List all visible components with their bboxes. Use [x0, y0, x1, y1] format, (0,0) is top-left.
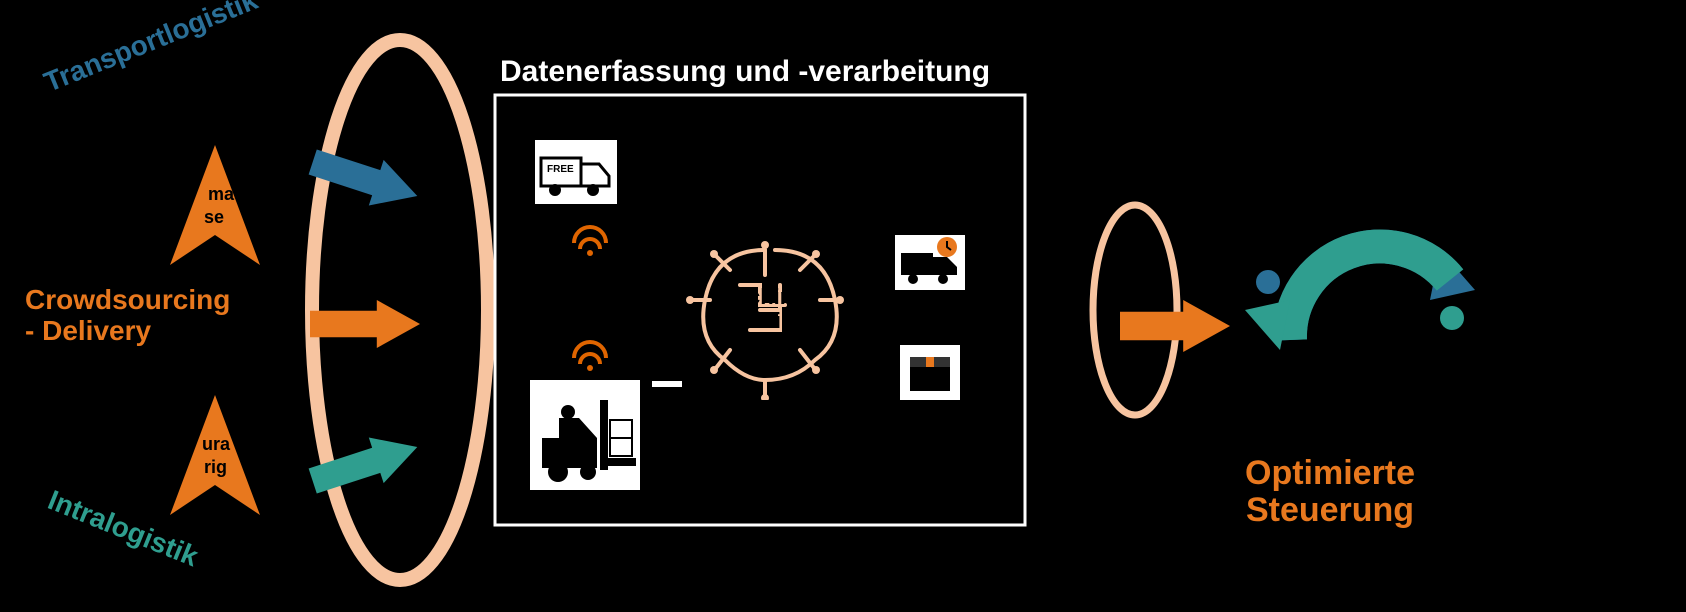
cycle-icon: [1230, 170, 1490, 430]
output-label: Optimierte Steuerung: [1245, 455, 1415, 530]
arrow-output-icon: [1110, 290, 1240, 362]
